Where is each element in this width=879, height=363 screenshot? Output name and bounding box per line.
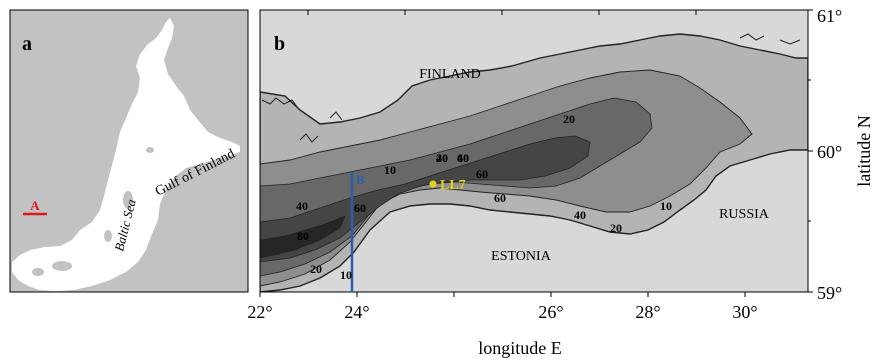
station-ll7-marker bbox=[429, 180, 437, 188]
baltic-sea-water bbox=[12, 18, 240, 291]
x-tick-label: 24° bbox=[344, 302, 369, 322]
depth-label: 40 bbox=[436, 151, 448, 165]
transect-a-label: A bbox=[30, 198, 40, 213]
depth-label: 10 bbox=[384, 163, 396, 177]
x-tick-label: 22° bbox=[247, 302, 272, 322]
depth-label: 40 bbox=[296, 199, 308, 213]
depth-label: 10 bbox=[340, 268, 352, 282]
depth-label: 60 bbox=[354, 201, 366, 215]
estonia-label: ESTONIA bbox=[491, 249, 552, 264]
x-axis-title: longitude E bbox=[478, 338, 562, 358]
y-tick-label: 59° bbox=[817, 283, 842, 303]
russia-label: RUSSIA bbox=[719, 207, 770, 222]
depth-label: 40 bbox=[574, 208, 586, 222]
x-tick-label: 30° bbox=[732, 302, 757, 322]
finnish-archipelago bbox=[261, 33, 801, 143]
panel-a-label: a bbox=[22, 33, 32, 55]
depth-label: 60 bbox=[476, 167, 488, 181]
y-tick-label: 60° bbox=[817, 142, 842, 162]
y-tick-label: 61° bbox=[817, 6, 842, 26]
x-tick-label: 28° bbox=[635, 302, 660, 322]
finland-label: FINLAND bbox=[419, 67, 480, 82]
y-axis bbox=[808, 9, 813, 293]
depth-label: 20 bbox=[310, 262, 322, 276]
panel-b-label: b bbox=[274, 33, 285, 55]
depth-label: 20 bbox=[436, 151, 448, 165]
depth-label: 10 bbox=[660, 199, 672, 213]
y-axis-title: latitude N bbox=[854, 115, 874, 186]
depth-label: 80 bbox=[297, 229, 309, 243]
panel-a: A a Gulf of Finland Baltic Sea bbox=[9, 9, 249, 293]
depth-label: 60 bbox=[494, 191, 506, 205]
x-axis bbox=[259, 10, 746, 297]
depth-label: 40 bbox=[457, 151, 469, 165]
station-ll7-label: LL7 bbox=[440, 178, 466, 193]
depth-label: 20 bbox=[610, 221, 622, 235]
depth-label: 20 bbox=[563, 112, 575, 126]
depth-label: 60 bbox=[457, 151, 469, 165]
panel-b: B LL7 b FINLAND ESTONIA RUSSIA 20 40 60 … bbox=[247, 6, 874, 358]
depth-zone-60-80 bbox=[260, 135, 591, 263]
depth-zone-80-plus bbox=[260, 215, 346, 259]
depth-contour-labels: 20 40 60 20 40 60 10 60 40 60 80 20 10 4… bbox=[296, 112, 672, 282]
section-b-label: B bbox=[356, 172, 365, 187]
x-tick-label: 26° bbox=[538, 302, 563, 322]
